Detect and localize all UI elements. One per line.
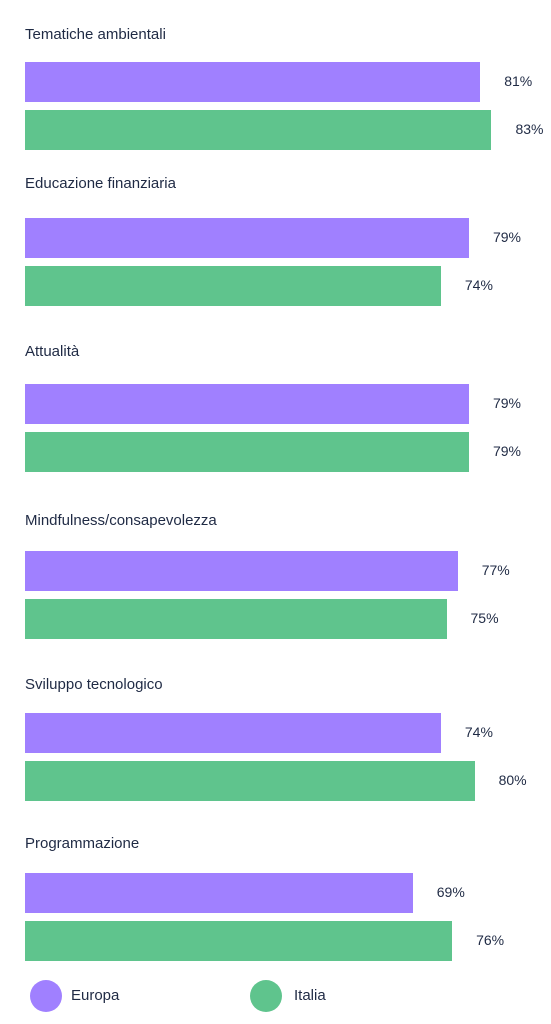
category-label: Programmazione [25,835,140,852]
bar-europa [25,218,469,258]
data-label: 77% [481,562,510,578]
bar-europa [25,713,441,753]
data-label: 79% [492,395,521,411]
data-label: 79% [492,229,521,245]
bar-italia [25,921,453,961]
data-label: 75% [470,610,499,626]
legend-label: Italia [294,987,326,1004]
bar-italia [25,599,447,639]
data-label: 80% [498,772,527,788]
category-label: Mindfulness/consapevolezza [25,512,217,529]
category-label: Educazione finanziaria [25,175,176,192]
category-label: Sviluppo tecnologico [25,676,163,693]
legend-label: Europa [71,987,120,1004]
legend-swatch-europa [30,980,62,1012]
bar-italia [25,110,492,150]
category-label: Tematiche ambientali [25,26,166,43]
bar-italia [25,761,475,801]
bar-italia [25,432,469,472]
data-label: 74% [464,724,493,740]
data-label: 76% [476,932,505,948]
bar-europa [25,551,458,591]
bar-europa [25,62,481,102]
bar-europa [25,873,413,913]
bar-europa [25,384,469,424]
data-label: 69% [436,884,465,900]
data-label: 79% [492,443,521,459]
data-label: 81% [504,73,533,89]
bar-italia [25,266,441,306]
data-label: 83% [515,121,544,137]
data-label: 74% [464,277,493,293]
legend-swatch-italia [250,980,282,1012]
category-label: Attualità [25,343,80,360]
